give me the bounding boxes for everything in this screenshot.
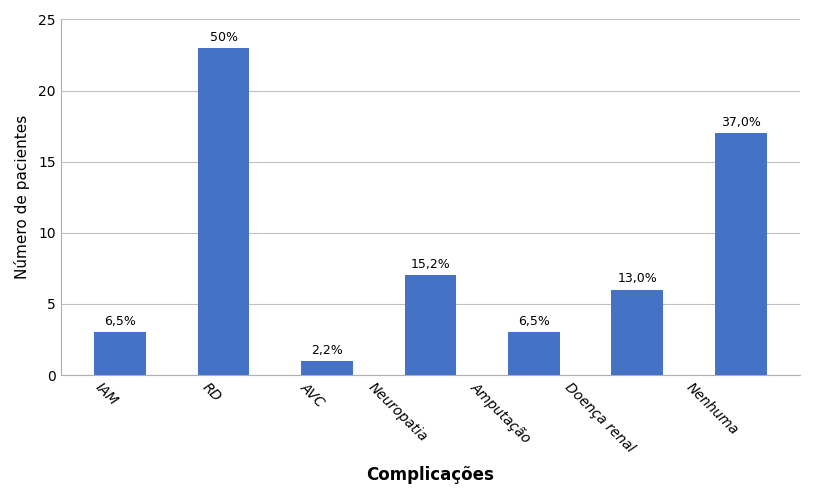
Bar: [94, 332, 146, 375]
Text: 15,2%: 15,2%: [410, 258, 450, 271]
Text: 6,5%: 6,5%: [518, 315, 549, 328]
X-axis label: Complicações: Complicações: [366, 466, 494, 484]
Bar: [405, 275, 457, 375]
Text: 2,2%: 2,2%: [311, 344, 343, 357]
Text: 13,0%: 13,0%: [617, 272, 657, 285]
Y-axis label: Número de pacientes: Número de pacientes: [14, 115, 30, 279]
Text: 6,5%: 6,5%: [104, 315, 136, 328]
Bar: [715, 133, 767, 375]
Bar: [611, 290, 663, 375]
Bar: [198, 48, 249, 375]
Text: 50%: 50%: [209, 30, 238, 43]
Bar: [301, 361, 352, 375]
Bar: [508, 332, 560, 375]
Text: 37,0%: 37,0%: [720, 116, 760, 129]
